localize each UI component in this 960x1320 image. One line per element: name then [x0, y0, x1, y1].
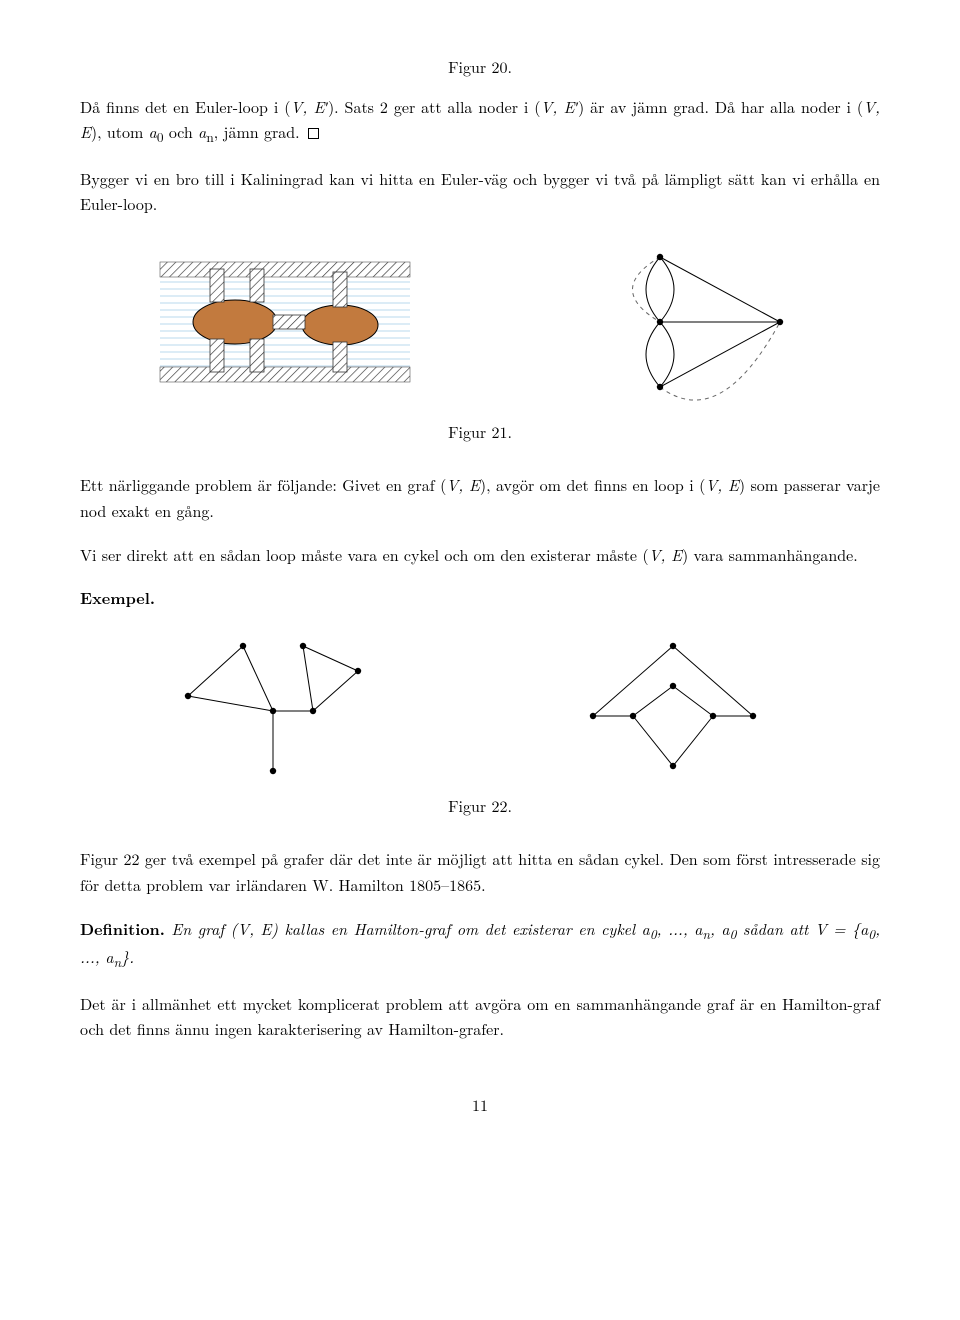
math: V, E′: [541, 95, 578, 118]
paragraph-5: Figur 22 ger två exempel på grafer där d…: [80, 846, 880, 897]
text: ) vara sammanhängande.: [682, 543, 858, 566]
def-label: Definition.: [80, 917, 165, 940]
math: V: [815, 917, 827, 940]
sub: n: [114, 952, 122, 971]
sub: 0: [157, 127, 164, 146]
exempel-heading: Exempel.: [80, 585, 880, 611]
sub: 0: [650, 924, 657, 943]
figure-21-row: [80, 237, 880, 407]
math: V, E: [705, 473, 739, 496]
sub: n: [206, 127, 213, 146]
math: V, E′: [290, 95, 327, 118]
fig20-caption: Figur 20.: [80, 54, 880, 80]
def-text: En graf (V, E) kallas en Hamilton-graf o…: [80, 917, 880, 969]
math: a: [105, 945, 113, 968]
math: a: [721, 917, 729, 940]
text: ). Sats 2 ger att alla noder i (: [328, 95, 541, 118]
page-number: 11: [80, 1092, 880, 1118]
paragraph-3: Ett närliggande problem är följande: Giv…: [80, 472, 880, 523]
text: = {: [827, 917, 860, 940]
paragraph-1: Då finns det en Euler-loop i (V, E′). Sa…: [80, 94, 880, 148]
multigraph-diagram: [565, 237, 805, 407]
text: En graf (: [165, 917, 237, 940]
text: }.: [121, 945, 134, 968]
math: a: [149, 120, 157, 143]
text: och: [164, 120, 199, 143]
text: Exempel.: [80, 586, 155, 609]
qed-box: [308, 128, 319, 139]
text: Då finns det en Euler-loop i (: [80, 95, 290, 118]
paragraph-4: Vi ser direkt att en sådan loop måste va…: [80, 542, 880, 568]
sub: n: [702, 924, 710, 943]
text: ), avgör om det finns en loop i (: [480, 473, 705, 496]
text: ), utom: [91, 120, 149, 143]
text: sådan att: [736, 917, 814, 940]
text: Vi ser direkt att en sådan loop måste va…: [80, 543, 649, 566]
math: V, E: [446, 473, 480, 496]
definition-paragraph: Definition. En graf (V, E) kallas en Ham…: [80, 916, 880, 973]
text: ) kallas en Hamilton-graf om det exister…: [271, 917, 641, 940]
text: ) är av jämn grad. Då har alla noder i (: [578, 95, 863, 118]
math: a: [642, 917, 650, 940]
math: V, E: [649, 543, 682, 566]
text: ,: [710, 917, 721, 940]
text: , ...,: [657, 917, 695, 940]
text: , jämn grad.: [214, 120, 300, 143]
fig21-caption: Figur 21.: [80, 419, 880, 445]
paragraph-2: Bygger vi en bro till i Kaliningrad kan …: [80, 166, 880, 217]
graph-left: [173, 631, 373, 781]
paragraph-6: Det är i allmänhet ett mycket komplicera…: [80, 991, 880, 1042]
bridges-diagram: [155, 257, 415, 387]
math: V, E: [237, 917, 271, 940]
figure-22-row: [80, 631, 880, 781]
text: Ett närliggande problem är följande: Giv…: [80, 473, 446, 496]
graph-right: [558, 631, 788, 781]
fig22-caption: Figur 22.: [80, 793, 880, 819]
